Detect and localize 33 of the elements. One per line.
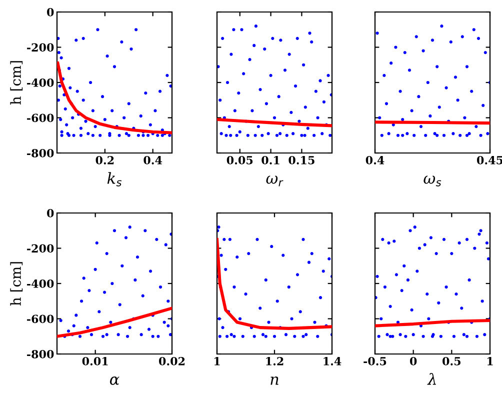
x-tick-label: 0.4 xyxy=(144,156,162,164)
x-axis-title: λ xyxy=(427,373,436,385)
x-tick-label: 1.4 xyxy=(324,356,342,366)
x-tick-label: 1.2 xyxy=(266,356,284,366)
y-tick-label: -800 xyxy=(27,148,54,158)
y-tick-label: -200 xyxy=(27,244,54,253)
y-tick-label: -400 xyxy=(27,78,54,87)
x-axis-title: ω$_{r}$ xyxy=(266,176,284,186)
x-tick-label: 0.5 xyxy=(442,356,460,366)
y-tick-label: -600 xyxy=(27,114,54,122)
x-tick-label: 0 xyxy=(410,356,417,366)
y-tick-label: 0 xyxy=(47,8,54,16)
y-tick-label: -200 xyxy=(27,43,54,52)
x-axis-title: ω$_{s}$ xyxy=(424,176,442,186)
x-tick-label: 1 xyxy=(487,356,493,366)
y-axis-title: h [cm] xyxy=(10,262,23,306)
x-tick-label: 0.1 xyxy=(262,156,280,164)
x-axis-title: α xyxy=(110,376,120,385)
y-tick-label: 0 xyxy=(47,208,54,218)
x-tick-label: 0.01 xyxy=(82,356,108,366)
x-tick-label: -0.5 xyxy=(364,356,386,366)
x-tick-label: 0.15 xyxy=(288,156,314,164)
y-tick-label: -400 xyxy=(27,279,54,288)
x-axis-title: k$_{s}$ xyxy=(107,172,122,186)
x-tick-label: 0.4 xyxy=(366,156,384,164)
y-axis-title: h [cm] xyxy=(10,61,23,105)
y-tick-label: -800 xyxy=(27,350,54,358)
x-tick-label: 0.02 xyxy=(158,356,185,366)
x-tick-label: 0.2 xyxy=(96,156,114,164)
x-tick-label: 0.05 xyxy=(226,156,253,164)
y-tick-label: -600 xyxy=(27,314,54,324)
x-tick-label: 1 xyxy=(214,356,220,366)
x-axis-title: n xyxy=(270,376,278,385)
